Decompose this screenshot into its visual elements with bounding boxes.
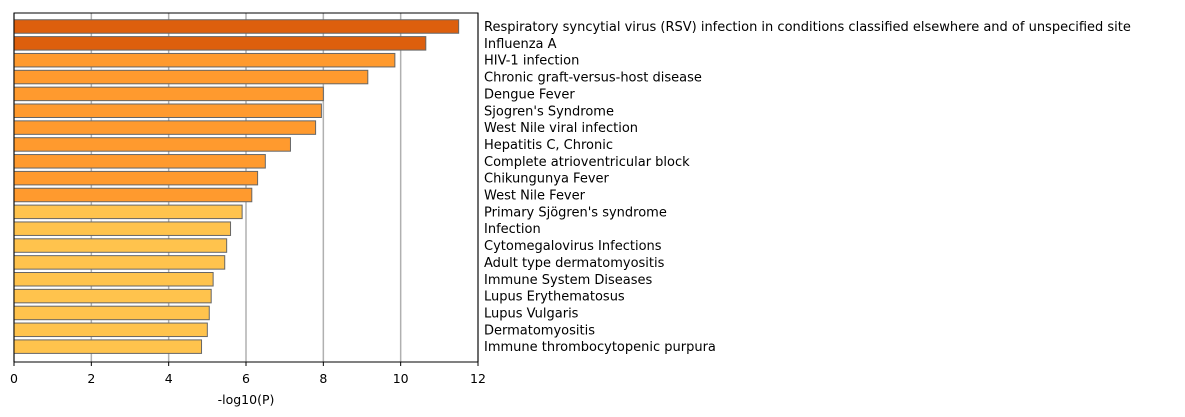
bar bbox=[13, 204, 243, 220]
bar bbox=[13, 305, 210, 321]
bar bbox=[13, 221, 232, 236]
bar bbox=[13, 339, 203, 354]
bar bbox=[13, 272, 214, 287]
bar bbox=[13, 69, 369, 85]
category-label: Chikungunya Fever bbox=[484, 172, 610, 187]
category-label: Chronic graft-versus-host disease bbox=[484, 71, 702, 86]
x-tick-label: 4 bbox=[165, 371, 173, 386]
bar bbox=[13, 19, 460, 34]
bar bbox=[13, 255, 226, 270]
x-tick-label: 8 bbox=[319, 371, 327, 386]
x-tick-label: 10 bbox=[393, 371, 409, 386]
category-label: Infection bbox=[484, 222, 541, 237]
category-label: Lupus Vulgaris bbox=[484, 306, 579, 321]
category-label: West Nile Fever bbox=[484, 189, 586, 204]
category-label: Dengue Fever bbox=[484, 87, 575, 102]
category-label: Dermatomyositis bbox=[484, 323, 595, 338]
x-tick-label: 6 bbox=[242, 371, 250, 386]
bar bbox=[13, 120, 317, 135]
bar bbox=[13, 137, 291, 152]
bar bbox=[13, 322, 208, 338]
x-tick-label: 2 bbox=[87, 371, 95, 386]
category-label: Immune System Diseases bbox=[484, 273, 653, 288]
bar bbox=[13, 103, 322, 118]
bar bbox=[13, 86, 324, 102]
category-label: Cytomegalovirus Infections bbox=[484, 239, 662, 254]
category-label: Immune thrombocytopenic purpura bbox=[484, 340, 716, 355]
x-axis-ticks: 0 2 4 6 8 10 12 bbox=[10, 362, 486, 386]
category-label: West Nile viral infection bbox=[484, 121, 638, 136]
category-label: Hepatitis C, Chronic bbox=[484, 138, 613, 153]
bar bbox=[13, 170, 259, 186]
x-axis-label: -log10(P) bbox=[218, 392, 275, 407]
category-label: Primary Sjögren's syndrome bbox=[484, 205, 667, 220]
bars bbox=[13, 19, 460, 354]
bar bbox=[13, 238, 228, 253]
bar bbox=[13, 36, 427, 51]
x-tick-label: 0 bbox=[10, 371, 18, 386]
category-labels: Respiratory syncytial virus (RSV) infect… bbox=[484, 20, 1131, 355]
bar bbox=[13, 154, 266, 169]
bar bbox=[13, 187, 253, 203]
category-label: Adult type dermatomyositis bbox=[484, 256, 665, 271]
category-label: Lupus Erythematosus bbox=[484, 290, 625, 305]
category-label: Complete atrioventricular block bbox=[484, 155, 690, 170]
category-label: Influenza A bbox=[484, 37, 557, 52]
category-label: Sjogren's Syndrome bbox=[484, 104, 614, 119]
category-label: HIV-1 infection bbox=[484, 54, 579, 69]
bar bbox=[13, 52, 396, 68]
x-tick-label: 12 bbox=[470, 371, 486, 386]
bar bbox=[13, 288, 212, 304]
category-label: Respiratory syncytial virus (RSV) infect… bbox=[484, 20, 1131, 35]
